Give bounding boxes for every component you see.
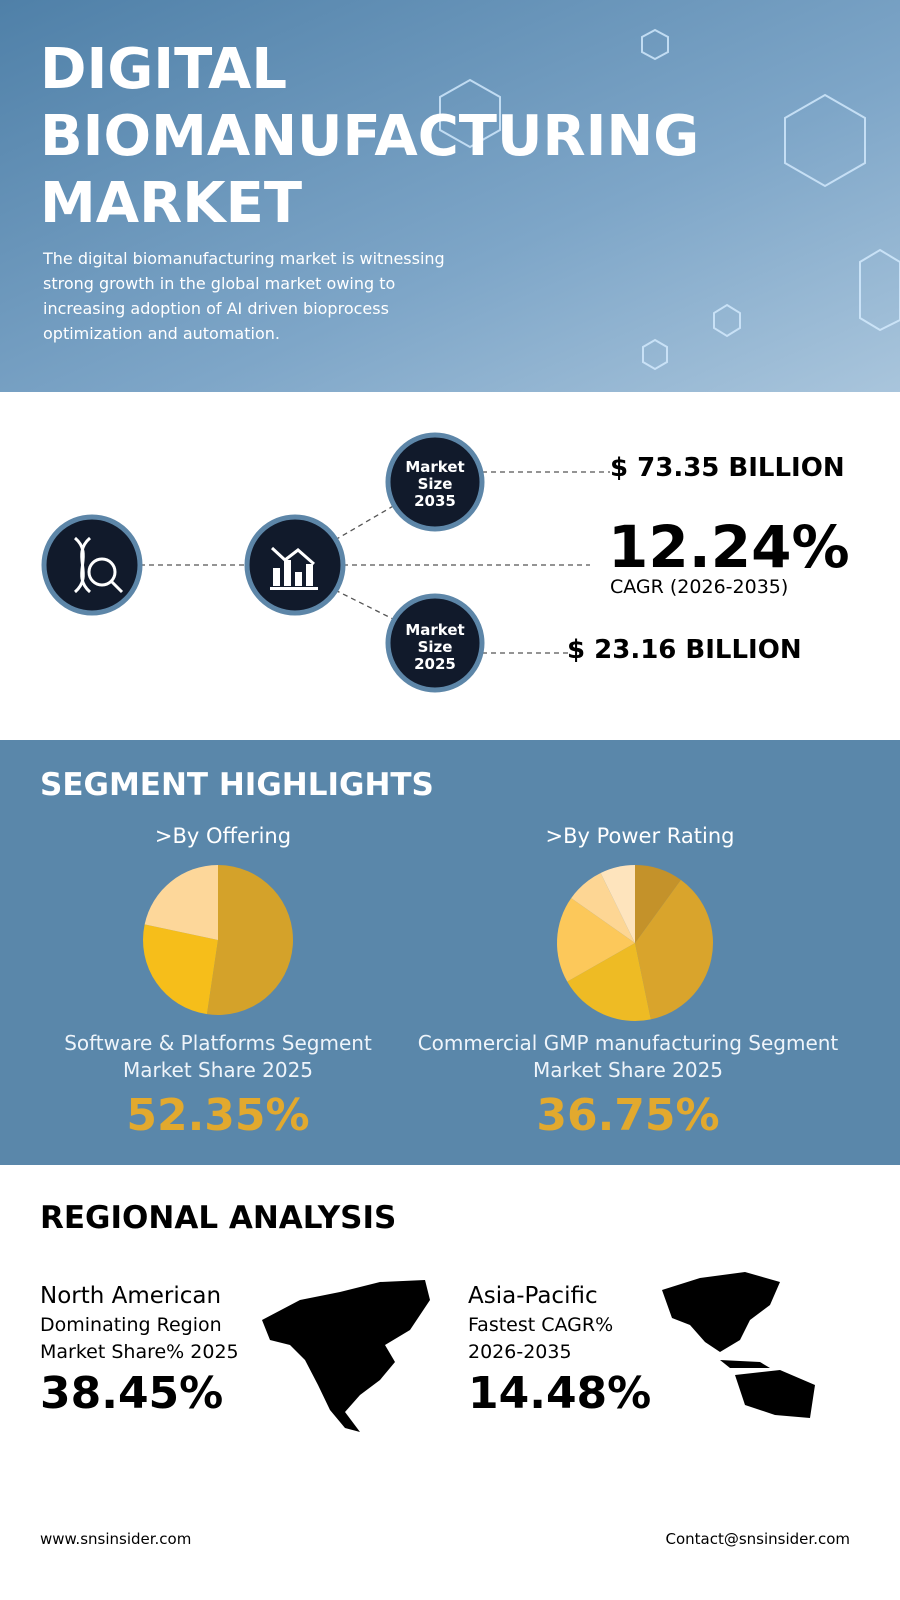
segment-caption: Software & Platforms Segment: [64, 1031, 372, 1055]
pie-slice: [635, 879, 714, 1020]
title-line: BIOMANUFACTURING: [40, 104, 699, 169]
circle-label: 2035: [414, 492, 456, 510]
region-detail: 2026-2035: [468, 1341, 572, 1363]
circle-label: Size: [418, 638, 453, 656]
icon-circles: [41, 432, 485, 693]
description-line: optimization and automation.: [43, 324, 280, 343]
segment-caption: Market Share 2025: [123, 1058, 313, 1082]
region-value: 38.45%: [40, 1368, 223, 1419]
market-size-2025: $ 23.16 BILLION: [567, 635, 802, 665]
segment-share: 36.75%: [536, 1090, 719, 1141]
circle-label: 2025: [414, 655, 456, 673]
pie-slice: [600, 865, 635, 943]
pie-slice: [567, 943, 651, 1021]
footer-contact: Contact@snsinsider.com: [666, 1530, 851, 1548]
segment-title: SEGMENT HIGHLIGHTS: [40, 767, 434, 803]
cagr-value: 12.24%: [608, 513, 850, 581]
description-line: The digital biomanufacturing market is w…: [42, 249, 445, 268]
title-line: DIGITAL: [40, 37, 287, 102]
segment-caption: Market Share 2025: [533, 1058, 723, 1082]
dna-icon: [73, 536, 124, 594]
region-detail: Market Share% 2025: [40, 1341, 239, 1363]
region-detail: Fastest CAGR%: [468, 1314, 613, 1336]
pie-slice: [557, 898, 635, 982]
north-america-map: [262, 1280, 430, 1432]
region-name: Asia-Pacific: [468, 1283, 598, 1309]
connector-lines: [140, 471, 610, 654]
header-background: [0, 0, 900, 392]
chart-icon: [270, 546, 318, 590]
pie-slice: [143, 924, 218, 1015]
cagr-label: CAGR (2026-2035): [610, 576, 788, 598]
circle-label: Size: [418, 475, 453, 493]
segment-share: 52.35%: [126, 1090, 309, 1141]
pie-slice: [635, 865, 681, 943]
circle-label: Market: [405, 458, 464, 476]
segment-heading: >By Offering: [155, 824, 291, 848]
region-value: 14.48%: [468, 1368, 651, 1419]
segment-caption: Commercial GMP manufacturing Segment: [418, 1031, 839, 1055]
pie-slice: [144, 865, 218, 940]
hexagon-decoration: [439, 28, 900, 371]
pie-slice: [206, 865, 294, 1015]
description-line: strong growth in the global market owing…: [43, 274, 395, 293]
footer-website: www.snsinsider.com: [40, 1530, 191, 1548]
segment-heading: >By Power Rating: [546, 824, 735, 848]
regional-title: REGIONAL ANALYSIS: [40, 1200, 396, 1236]
region-detail: Dominating Region: [40, 1314, 222, 1336]
title-line: MARKET: [40, 171, 302, 236]
description-line: increasing adoption of AI driven bioproc…: [43, 299, 389, 318]
region-name: North American: [40, 1283, 221, 1309]
circle-label: Market: [405, 621, 464, 639]
pie-slice: [571, 872, 635, 943]
market-size-2035: $ 73.35 BILLION: [610, 453, 845, 483]
asia-pacific-map: [662, 1272, 815, 1418]
